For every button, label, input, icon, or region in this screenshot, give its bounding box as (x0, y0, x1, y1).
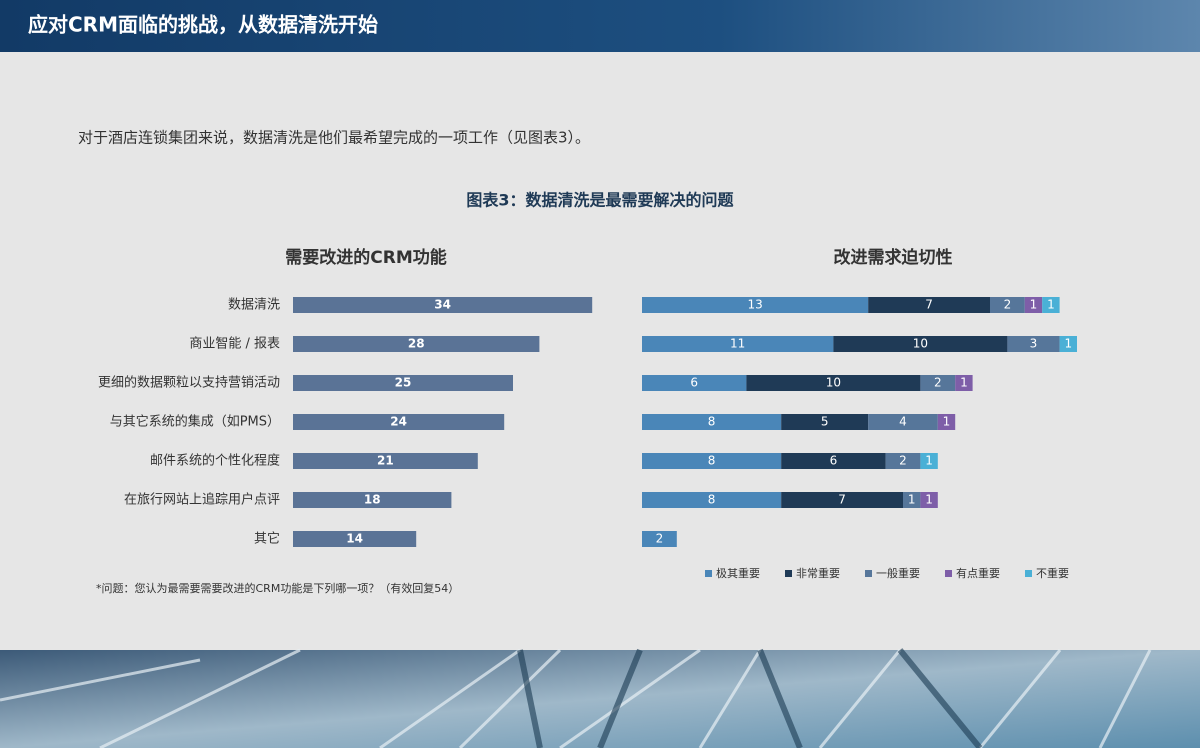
category-label: 在旅行网站上追踪用户点评 (124, 492, 280, 508)
value-label: 13 (747, 298, 762, 312)
legend-swatch (705, 570, 712, 577)
bar-segment (642, 531, 677, 547)
category-label: 与其它系统的集成（如PMS） (110, 414, 280, 430)
legend-label: 非常重要 (796, 566, 840, 580)
bar-segment (833, 336, 1008, 352)
footer-image (0, 648, 1200, 748)
legend-label: 极其重要 (716, 566, 760, 580)
header-title: 应对CRM面临的挑战，从数据清洗开始 (28, 13, 378, 37)
bar-segment (920, 375, 956, 391)
value-label: 8 (708, 454, 716, 468)
category-label: 更细的数据颗粒以支持营销活动 (98, 375, 280, 391)
bar (293, 336, 540, 352)
value-label: 10 (913, 337, 928, 351)
value-label: 2 (899, 454, 907, 468)
value-label: 14 (346, 532, 363, 546)
value-label: 34 (434, 298, 451, 312)
bar-segment (781, 414, 869, 430)
value-label: 3 (1030, 337, 1038, 351)
legend-swatch (945, 570, 952, 577)
bar (293, 297, 593, 313)
bar-segment (1024, 297, 1043, 313)
category-label: 数据清洗 (228, 298, 280, 313)
legend-swatch (865, 570, 872, 577)
value-label: 1 (1064, 337, 1072, 351)
chart-title: 改进需求迫切性 (834, 247, 953, 268)
value-label: 1 (943, 415, 951, 429)
value-label: 6 (690, 376, 698, 390)
bar-segment (642, 453, 782, 469)
bar-segment (1042, 297, 1060, 313)
value-label: 1 (908, 493, 916, 507)
bar-segment (642, 414, 782, 430)
bar (293, 531, 417, 547)
value-label: 24 (390, 415, 407, 429)
category-label: 商业智能 / 报表 (189, 337, 280, 352)
bar-segment (642, 375, 747, 391)
legend-label: 一般重要 (876, 566, 920, 580)
bar-segment (781, 453, 886, 469)
value-label: 1 (1030, 298, 1038, 312)
value-label: 1 (1047, 298, 1055, 312)
bar (293, 492, 452, 508)
category-label: 邮件系统的个性化程度 (150, 453, 280, 469)
value-label: 11 (730, 337, 745, 351)
bar-segment (1007, 336, 1060, 352)
value-label: 2 (656, 532, 664, 546)
footnote: *问题：您认为最需要需要改进的CRM功能是下列哪一项？（有效回复54） (96, 581, 459, 595)
bar-segment (642, 297, 869, 313)
bar-segment (868, 414, 938, 430)
bar-segment (885, 453, 921, 469)
value-label: 18 (364, 493, 381, 507)
bar-segment (746, 375, 921, 391)
value-label: 10 (826, 376, 841, 390)
bar (293, 414, 505, 430)
value-label: 5 (821, 415, 829, 429)
legend-swatch (785, 570, 792, 577)
legend-label: 有点重要 (956, 566, 1000, 580)
bar-segment (868, 297, 990, 313)
bar-segment (937, 414, 956, 430)
intro-text: 对于酒店连锁集团来说，数据清洗是他们最希望完成的一项工作（见图表3）。 (78, 129, 590, 147)
value-label: 1 (925, 493, 933, 507)
chart-title: 需要改进的CRM功能 (285, 247, 446, 268)
legend-swatch (1025, 570, 1032, 577)
bar (293, 453, 478, 469)
value-label: 7 (925, 298, 933, 312)
bar-segment (642, 492, 782, 508)
bar-segment (1059, 336, 1077, 352)
value-label: 8 (708, 415, 716, 429)
bar-segment (920, 492, 938, 508)
value-label: 2 (1004, 298, 1012, 312)
value-label: 6 (830, 454, 838, 468)
value-label: 8 (708, 493, 716, 507)
figure-title: 图表3：数据清洗是最需要解决的问题 (466, 191, 734, 210)
value-label: 25 (395, 376, 412, 390)
value-label: 2 (934, 376, 942, 390)
value-label: 28 (408, 337, 425, 351)
value-label: 21 (377, 454, 394, 468)
value-label: 4 (899, 415, 907, 429)
header-band (0, 0, 1200, 52)
bar-segment (955, 375, 973, 391)
value-label: 7 (838, 493, 846, 507)
value-label: 1 (960, 376, 968, 390)
category-label: 其它 (254, 531, 280, 547)
bar (293, 375, 513, 391)
bar-segment (781, 492, 903, 508)
bar-segment (642, 336, 834, 352)
value-label: 1 (925, 454, 933, 468)
bar-segment (920, 453, 938, 469)
bar-segment (903, 492, 921, 508)
bar-segment (990, 297, 1025, 313)
legend-label: 不重要 (1036, 566, 1069, 580)
